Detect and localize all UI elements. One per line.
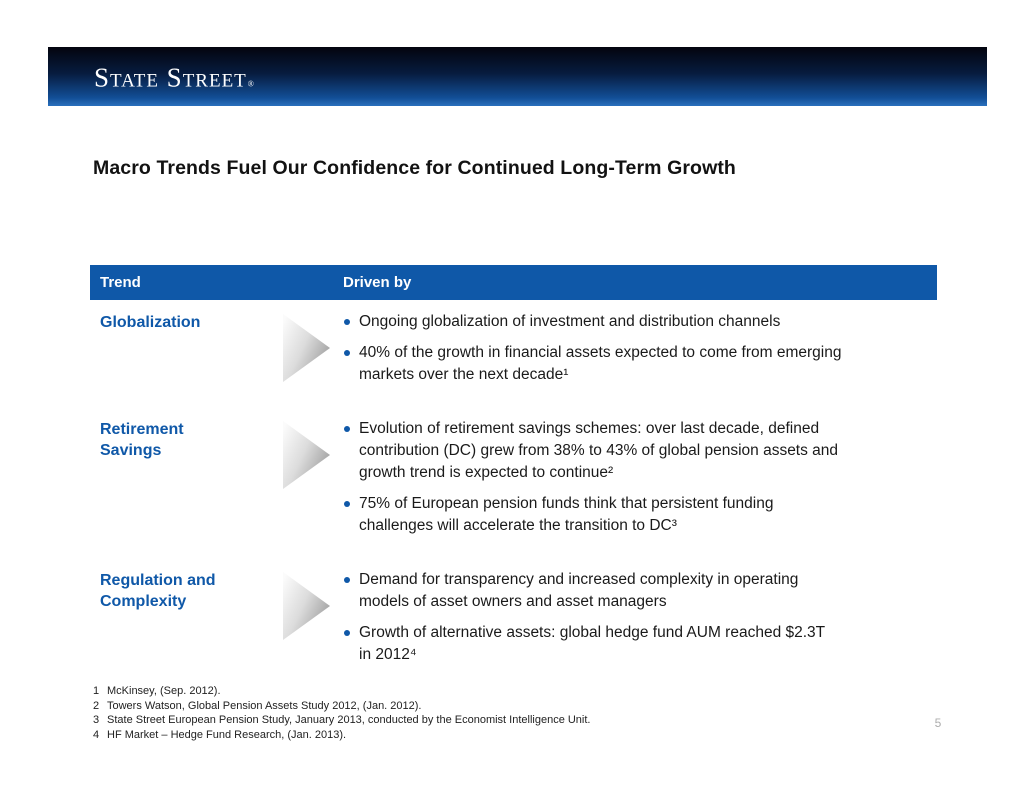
footnote-item: 3 State Street European Pension Study, J… (93, 713, 590, 728)
footnote-item: 2 Towers Watson, Global Pension Assets S… (93, 699, 590, 714)
bullet-text: Demand for transparency and increased co… (359, 571, 799, 610)
footnote-item: 1 McKinsey, (Sep. 2012). (93, 684, 590, 699)
column-header-driven-by: Driven by (343, 274, 412, 291)
page-number: 5 (934, 716, 942, 730)
footnote-text: State Street European Pension Study, Jan… (107, 714, 591, 726)
bullet-item: Ongoing globalization of investment and … (343, 311, 937, 333)
bullet-item: 40% of the growth in financial assets ex… (343, 342, 937, 386)
footnote-text: McKinsey, (Sep. 2012). (107, 685, 221, 697)
trend-cell: Regulation and Complexity (90, 568, 283, 675)
logo-text: State Street (94, 62, 247, 93)
footnote-text: HF Market – Hedge Fund Research, (Jan. 2… (107, 728, 347, 741)
trend-label: Globalization (100, 314, 201, 331)
bullet-text: 75% of European pension funds think that… (359, 495, 774, 534)
table-row-regulation-complexity: Regulation and Complexity Demand for tra… (90, 568, 937, 675)
bullet-item: Demand for transparency and increased co… (343, 569, 937, 613)
table-row-globalization: Globalization Ongoing globalization of i… (90, 310, 937, 395)
driven-by-cell: Evolution of retirement savings schemes:… (343, 417, 937, 546)
bullet-dot-icon (344, 577, 350, 583)
arrow-cell (283, 310, 343, 395)
right-arrow-icon (283, 572, 330, 640)
footnote-number: 2 (93, 699, 100, 712)
brand-header-band: State Street® (48, 47, 987, 106)
footnote-number: 3 (93, 714, 100, 726)
bullet-dot-icon (344, 350, 350, 356)
slide-title: Macro Trends Fuel Our Confidence for Con… (93, 157, 736, 179)
footnotes: 1 McKinsey, (Sep. 2012). 2 Towers Watson… (93, 684, 590, 742)
arrow-cell (283, 568, 343, 675)
table-header-row: Trend Driven by (90, 265, 937, 300)
footnote-number: 4 (93, 728, 100, 741)
bullet-text: 40% of the growth in financial assets ex… (359, 344, 842, 383)
trends-table: Trend Driven by Globalization Ongoing gl… (90, 265, 937, 675)
trend-cell: Retirement Savings (90, 417, 283, 546)
trend-label: Regulation and Complexity (100, 572, 216, 610)
trend-label: Retirement Savings (100, 421, 184, 459)
footnote-item: 4 HF Market – Hedge Fund Research, (Jan.… (93, 728, 590, 743)
footnote-number: 1 (93, 685, 100, 697)
bullet-dot-icon (344, 426, 350, 432)
state-street-logo: State Street® (94, 64, 254, 91)
bullet-dot-icon (344, 319, 350, 325)
right-arrow-icon (283, 314, 330, 382)
bullet-item: Evolution of retirement savings schemes:… (343, 418, 937, 484)
bullet-text: Growth of alternative assets: global hed… (359, 624, 826, 663)
trend-cell: Globalization (90, 310, 283, 395)
bullet-text: Evolution of retirement savings schemes:… (359, 420, 839, 481)
footnote-text: Towers Watson, Global Pension Assets Stu… (107, 699, 422, 712)
arrow-cell (283, 417, 343, 546)
bullet-item: 75% of European pension funds think that… (343, 493, 937, 537)
bullet-item: Growth of alternative assets: global hed… (343, 622, 937, 666)
column-header-trend: Trend (100, 274, 141, 291)
driven-by-cell: Ongoing globalization of investment and … (343, 310, 937, 395)
registered-trademark-icon: ® (247, 79, 254, 89)
bullet-text: Ongoing globalization of investment and … (359, 313, 781, 330)
driven-by-cell: Demand for transparency and increased co… (343, 568, 937, 675)
bullet-dot-icon (344, 630, 350, 636)
right-arrow-icon (283, 421, 330, 489)
table-row-retirement-savings: Retirement Savings Evolution of retireme… (90, 417, 937, 546)
bullet-dot-icon (344, 501, 350, 507)
